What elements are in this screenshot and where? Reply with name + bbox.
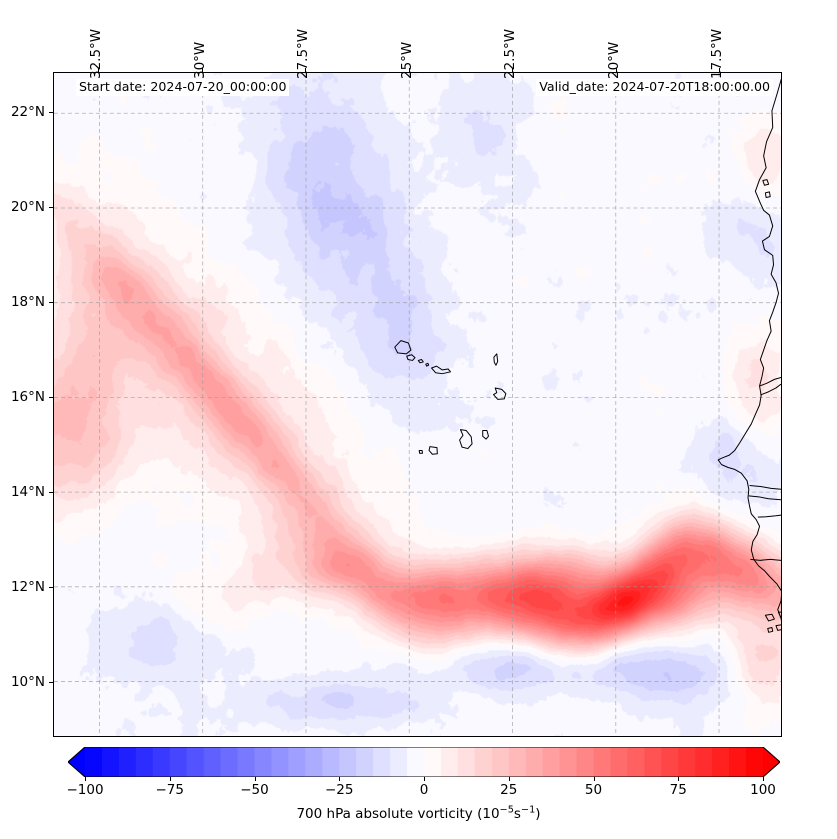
latitude-tick-mark xyxy=(49,206,53,208)
colorbar-band xyxy=(525,747,544,777)
colorbar-band xyxy=(729,747,747,777)
colorbar-extend-high xyxy=(763,747,780,777)
colorbar-tick-mark xyxy=(678,777,680,781)
latitude-tick-label: 22°N xyxy=(10,104,45,121)
colorbar-band xyxy=(220,747,239,777)
colorbar-tick-label: −100 xyxy=(66,782,104,798)
latitude-tick-mark xyxy=(49,586,53,588)
colorbar-tick-mark xyxy=(508,777,510,781)
latitude-tick-label: 10°N xyxy=(10,674,45,691)
latitude-tick-mark xyxy=(49,396,53,398)
colorbar-band xyxy=(118,747,137,777)
latitude-tick-mark xyxy=(49,301,53,303)
longitude-tick-mark xyxy=(719,68,721,72)
colorbar-tick-mark xyxy=(254,777,256,781)
colorbar-band xyxy=(678,747,696,777)
colorbar-band xyxy=(169,747,188,777)
colorbar-tick-mark xyxy=(593,777,595,781)
colorbar-tick-mark xyxy=(85,777,86,781)
colorbar-band xyxy=(695,747,713,777)
colorbar-band xyxy=(508,747,527,777)
longitude-tick-label: 22.5°W xyxy=(502,28,519,79)
colorbar-band xyxy=(610,747,628,777)
colorbar-band xyxy=(356,747,374,777)
colorbar-band xyxy=(254,747,273,777)
colorbar-tick-mark xyxy=(169,777,171,781)
colorbar-band xyxy=(203,747,222,777)
longitude-tick-mark xyxy=(512,68,514,72)
longitude-tick-label: 27.5°W xyxy=(295,28,312,79)
colorbar-band xyxy=(746,747,764,777)
valid-date-annotation: Valid_date: 2024-07-20T18:00:00.00 xyxy=(536,79,773,97)
colorbar-band xyxy=(407,747,425,777)
longitude-tick-label: 32.5°W xyxy=(88,28,105,79)
colorbar-band xyxy=(237,747,256,777)
colorbar-gradient xyxy=(68,747,780,777)
longitude-tick-label: 17.5°W xyxy=(709,28,726,79)
colorbar-band xyxy=(661,747,679,777)
colorbar-tick-label: 50 xyxy=(584,782,603,798)
colorbar-band xyxy=(627,747,645,777)
colorbar-band xyxy=(305,747,323,777)
colorbar-band xyxy=(712,747,730,777)
colorbar-band xyxy=(390,747,408,777)
colorbar-tick-label: 75 xyxy=(669,782,687,798)
colorbar-tick-label: 25 xyxy=(500,782,518,798)
colorbar-band xyxy=(474,747,493,777)
colorbar-extend-low xyxy=(68,747,85,777)
colorbar-tick-label: 0 xyxy=(419,782,429,798)
colorbar-tick-mark xyxy=(339,777,341,781)
colorbar-band xyxy=(593,747,612,777)
colorbar-band xyxy=(135,747,154,777)
latitude-tick-label: 18°N xyxy=(10,294,45,311)
colorbar-title: 700 hPa absolute vorticity (10−5s−1) xyxy=(296,804,541,822)
longitude-tick-mark xyxy=(98,68,100,72)
colorbar-band xyxy=(339,747,357,777)
colorbar-band xyxy=(186,747,205,777)
colorbar-band xyxy=(576,747,595,777)
latitude-tick-mark xyxy=(49,681,53,683)
longitude-tick-mark xyxy=(408,68,410,72)
colorbar[interactable] xyxy=(68,747,780,777)
longitude-tick-mark xyxy=(615,68,617,72)
longitude-tick-mark xyxy=(305,68,307,72)
latitude-tick-label: 16°N xyxy=(10,389,45,406)
colorbar-tick-mark xyxy=(424,777,425,781)
vorticity-field-heatmap xyxy=(54,73,781,736)
colorbar-tick-label: −75 xyxy=(155,782,185,798)
colorbar-tick-label: −50 xyxy=(240,782,269,798)
colorbar-tick-label: 100 xyxy=(750,782,776,798)
start-date-annotation: Start date: 2024-07-20_00:00:00 xyxy=(76,79,290,97)
longitude-tick-label: 25°W xyxy=(398,41,415,79)
colorbar-band xyxy=(491,747,510,777)
latitude-tick-mark xyxy=(49,111,53,113)
latitude-tick-label: 20°N xyxy=(10,199,45,216)
colorbar-band xyxy=(101,747,120,777)
colorbar-band xyxy=(424,747,442,777)
colorbar-band xyxy=(559,747,578,777)
colorbar-band xyxy=(288,747,306,777)
longitude-tick-mark xyxy=(201,68,203,72)
colorbar-tick-mark xyxy=(763,777,764,781)
latitude-tick-mark xyxy=(49,491,53,493)
colorbar-band xyxy=(542,747,561,777)
colorbar-band xyxy=(322,747,340,777)
colorbar-band xyxy=(644,747,662,777)
colorbar-band xyxy=(271,747,289,777)
latitude-tick-label: 14°N xyxy=(10,484,45,501)
colorbar-band xyxy=(85,747,103,777)
map-plot-area[interactable]: Start date: 2024-07-20_00:00:00 Valid_da… xyxy=(53,72,782,737)
latitude-tick-label: 12°N xyxy=(10,579,45,596)
longitude-tick-label: 30°W xyxy=(191,41,208,79)
colorbar-band xyxy=(152,747,171,777)
colorbar-band xyxy=(440,747,459,777)
colorbar-tick-label: −25 xyxy=(325,782,354,798)
colorbar-band xyxy=(457,747,476,777)
longitude-tick-label: 20°W xyxy=(605,41,622,79)
colorbar-band xyxy=(373,747,391,777)
